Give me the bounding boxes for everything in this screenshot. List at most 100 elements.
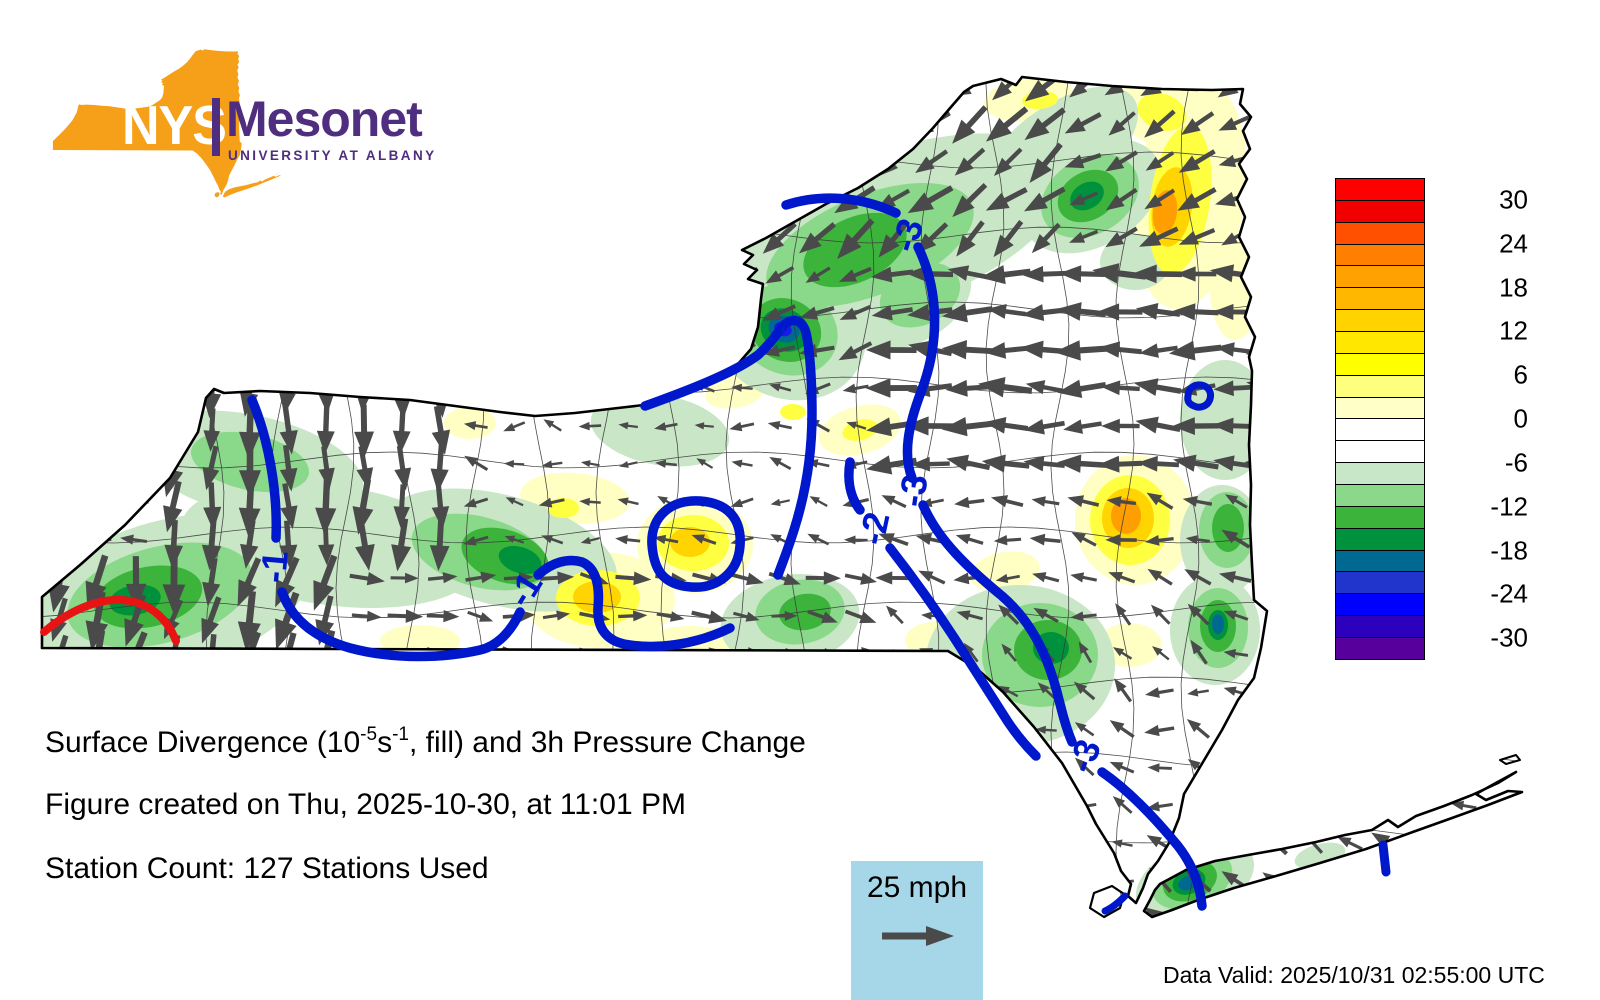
wind-arrow — [463, 497, 489, 508]
wind-arrow — [42, 230, 74, 243]
wind-arrow — [886, 753, 905, 779]
wind-arrow — [1296, 610, 1327, 622]
wind-arrow — [499, 914, 514, 917]
wind-arrow — [886, 605, 904, 625]
wind-arrow — [1067, 495, 1100, 508]
pressure-contour — [902, 242, 940, 483]
wind-arrow — [348, 230, 376, 241]
wind-arrow — [120, 762, 148, 773]
wind-arrow — [120, 534, 148, 545]
pressure-contour — [640, 315, 817, 580]
wind-arrow — [1486, 837, 1517, 851]
wind-arrow — [846, 421, 867, 430]
wind-arrow — [349, 571, 385, 586]
wind-arrow — [980, 265, 1031, 285]
wind-arrow — [923, 796, 942, 814]
colorbar-tick-label: 24 — [1499, 228, 1528, 259]
colorbar-segment — [1336, 571, 1424, 594]
wind-arrow — [608, 305, 645, 320]
wind-arrow — [1486, 910, 1517, 917]
wind-arrow — [117, 420, 149, 432]
wind-arrow — [1029, 533, 1061, 546]
wind-arrow — [155, 914, 188, 917]
wind-arrow — [1488, 151, 1516, 171]
wind-arrow — [1298, 306, 1325, 317]
wind-arrow — [1069, 229, 1099, 243]
wind-arrow — [995, 914, 1009, 917]
wind-arrow — [770, 498, 791, 507]
wind-arrow — [1002, 831, 1017, 853]
colorbar-labels: 30 24 18 12 6 0 -6 -12 -18 -24 -30 — [1448, 178, 1538, 660]
wind-arrow — [1294, 571, 1328, 586]
divergence-fill-blob — [486, 312, 664, 398]
divergence-fill-blob — [1212, 504, 1244, 552]
wind-arrow — [1221, 913, 1250, 917]
wind-arrow — [691, 534, 717, 545]
wind-arrow — [198, 762, 222, 773]
wind-arrow — [572, 913, 589, 917]
wind-arrow — [612, 877, 643, 889]
wind-arrow — [606, 110, 648, 137]
wind-arrow — [77, 495, 113, 509]
wind-arrow — [237, 591, 261, 653]
wind-arrow — [238, 478, 261, 537]
wind-arrow — [611, 838, 643, 850]
wind-arrow — [725, 686, 757, 699]
divergence-fill-blob — [938, 737, 1012, 793]
wind-arrow — [993, 535, 1022, 546]
wind-arrow — [279, 406, 298, 455]
wind-arrow — [1168, 340, 1222, 361]
wind-arrow — [1413, 726, 1438, 736]
wind-arrow — [464, 455, 489, 471]
wind-arrow — [1296, 345, 1327, 357]
wind-arrow — [42, 421, 73, 433]
title-mid: s — [377, 726, 393, 759]
wind-arrow — [164, 336, 182, 369]
colorbar-tick-label: -30 — [1490, 622, 1528, 653]
wind-arrow — [1071, 532, 1097, 547]
wind-arrow — [946, 454, 991, 472]
wind-arrow — [539, 116, 565, 127]
wind-arrow — [420, 912, 454, 917]
colorbar-tick-label: -18 — [1490, 535, 1528, 565]
wind-arrow — [42, 685, 74, 698]
wind-arrow — [460, 153, 491, 165]
wind-arrow — [430, 257, 449, 298]
wind-arrow — [799, 306, 835, 320]
wind-arrow — [840, 77, 872, 102]
wind-arrow — [499, 343, 528, 358]
wind-arrow — [1078, 641, 1093, 664]
wind-arrow — [463, 535, 489, 546]
wind-arrow — [865, 378, 917, 398]
wind-arrow — [1097, 455, 1143, 473]
wind-arrow — [986, 304, 1027, 319]
wind-arrow — [1135, 416, 1181, 434]
wind-arrow — [1257, 188, 1290, 210]
colorbar-segment — [1336, 309, 1424, 332]
wind-arrow — [1070, 572, 1098, 583]
wind-arrow — [956, 610, 983, 621]
wind-arrow — [730, 497, 754, 508]
wind-arrow — [1186, 718, 1211, 739]
wind-arrow — [1075, 831, 1095, 854]
wind-arrow — [838, 723, 872, 736]
pressure-contour — [1184, 381, 1214, 411]
wind-arrow — [993, 147, 1023, 176]
wind-arrow — [44, 838, 71, 849]
wind-arrow — [644, 184, 686, 214]
wind-arrow — [345, 837, 377, 849]
wind-arrow — [650, 342, 681, 359]
wind-arrow — [538, 497, 565, 508]
wind-arrow — [1147, 763, 1172, 773]
wind-arrow — [613, 269, 642, 280]
wind-arrow — [1178, 149, 1216, 173]
divergence-fill-blob — [780, 404, 806, 420]
wind-arrow — [577, 156, 602, 166]
wind-arrow — [686, 103, 722, 147]
wind-arrow — [1298, 496, 1325, 507]
title-superscript-1: -5 — [360, 724, 378, 745]
wind-arrow — [765, 265, 795, 284]
wind-arrow — [1253, 305, 1292, 320]
wind-arrow — [799, 222, 836, 254]
wind-arrow — [952, 183, 988, 218]
